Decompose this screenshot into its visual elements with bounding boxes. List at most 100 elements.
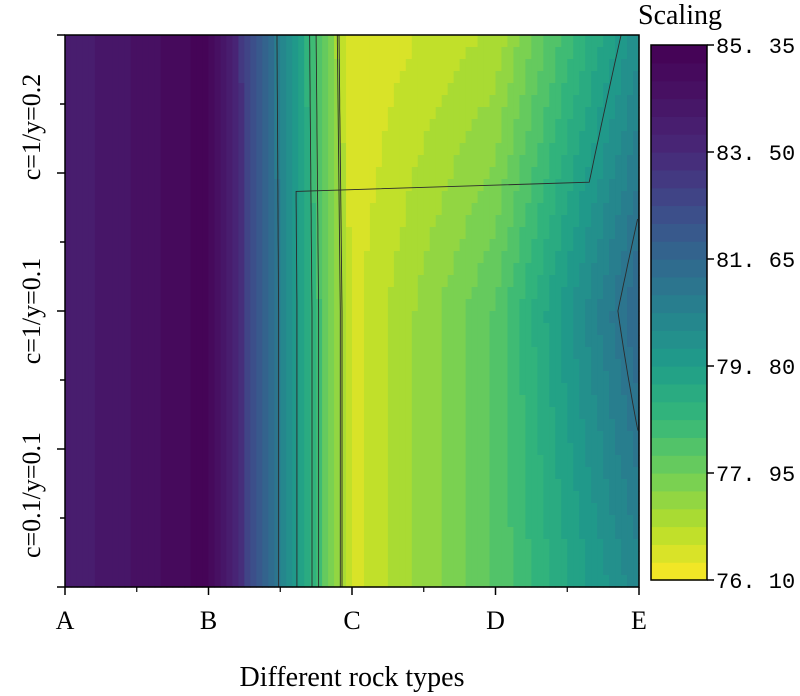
heatmap-cell (591, 395, 598, 408)
heatmap-cell (184, 515, 192, 528)
heatmap-cell (393, 287, 401, 300)
heatmap-cell (190, 515, 198, 528)
heatmap-cell (579, 479, 586, 492)
heatmap-cell (543, 443, 550, 456)
heatmap-cell (76, 131, 84, 144)
heatmap-cell (244, 263, 251, 276)
heatmap-cell (627, 191, 634, 204)
heatmap-cell (274, 539, 281, 552)
heatmap-cell (525, 47, 532, 60)
heatmap-cell (399, 107, 407, 120)
heatmap-cell (393, 383, 401, 396)
heatmap-cell (124, 311, 132, 324)
heatmap-cell (352, 395, 359, 408)
heatmap-cell (627, 335, 634, 348)
heatmap-cell (363, 95, 371, 108)
heatmap-cell (525, 467, 532, 480)
heatmap-cell (537, 155, 544, 168)
heatmap-cell (232, 503, 239, 516)
heatmap-cell (429, 335, 437, 348)
heatmap-cell (561, 83, 568, 96)
heatmap-cell (411, 275, 419, 288)
heatmap-cell (298, 179, 305, 192)
heatmap-cell (316, 515, 323, 528)
heatmap-cell (154, 155, 162, 168)
heatmap-cell (459, 515, 467, 528)
heatmap-cell (262, 419, 269, 432)
heatmap-cell (621, 47, 628, 60)
heatmap-cell (172, 455, 180, 468)
heatmap-cell (322, 479, 329, 492)
heatmap-cell (603, 143, 610, 156)
heatmap-cell (567, 167, 574, 180)
heatmap-cell (375, 47, 383, 60)
heatmap-cell (70, 227, 78, 240)
heatmap-cell (184, 371, 192, 384)
heatmap-cell (621, 71, 628, 84)
heatmap-cell (268, 563, 275, 576)
heatmap-cell (148, 455, 156, 468)
heatmap-cell (567, 143, 574, 156)
heatmap-cell (507, 539, 515, 552)
heatmap-cell (621, 395, 628, 408)
heatmap-cell (435, 323, 443, 336)
heatmap-cell (357, 395, 365, 408)
heatmap-cell (94, 455, 102, 468)
heatmap-cell (202, 71, 210, 84)
heatmap-cell (441, 251, 449, 264)
heatmap-cell (417, 179, 425, 192)
heatmap-cell (298, 35, 305, 48)
heatmap-cell (310, 227, 317, 240)
heatmap-cell (591, 371, 598, 384)
heatmap-cell (423, 227, 431, 240)
heatmap-cell (208, 251, 216, 264)
heatmap-cell (70, 335, 78, 348)
heatmap-cell (393, 455, 401, 468)
heatmap-cell (274, 383, 281, 396)
heatmap-cell (483, 275, 491, 288)
heatmap-cell (202, 467, 210, 480)
heatmap-cell (483, 539, 491, 552)
heatmap-cell (226, 251, 234, 264)
heatmap-cell (250, 539, 257, 552)
heatmap-cell (633, 563, 640, 576)
heatmap-cell (609, 563, 616, 576)
heatmap-cell (274, 215, 281, 228)
heatmap-cell (88, 407, 96, 420)
heatmap-cell (477, 95, 485, 108)
heatmap-cell (555, 563, 562, 576)
heatmap-cell (579, 443, 586, 456)
heatmap-cell (214, 347, 222, 360)
heatmap-cell (88, 179, 96, 192)
heatmap-cell (543, 323, 550, 336)
heatmap-cell (130, 503, 138, 516)
heatmap-cell (579, 215, 586, 228)
heatmap-cell (76, 239, 84, 252)
heatmap-cell (208, 143, 216, 156)
heatmap-cell (166, 167, 174, 180)
heatmap-cell (214, 167, 222, 180)
heatmap-cell (208, 239, 216, 252)
heatmap-cell (621, 443, 628, 456)
heatmap-cell (549, 455, 556, 468)
colorbar-band (651, 419, 707, 438)
heatmap-cell (531, 323, 538, 336)
heatmap-cell (453, 323, 461, 336)
heatmap-cell (393, 443, 401, 456)
heatmap-cell (226, 119, 234, 132)
heatmap-cell (375, 431, 383, 444)
heatmap-cell (118, 263, 126, 276)
heatmap-cell (489, 83, 497, 96)
heatmap-cell (280, 155, 287, 168)
heatmap-cell (100, 383, 108, 396)
heatmap-cell (501, 323, 509, 336)
heatmap-cell (136, 227, 144, 240)
colorbar-band (651, 508, 707, 528)
heatmap-cell (238, 371, 245, 384)
heatmap-cell (154, 359, 162, 372)
heatmap-cell (352, 71, 359, 84)
heatmap-cell (471, 323, 479, 336)
heatmap-cell (591, 443, 598, 456)
heatmap-cell (346, 479, 353, 492)
heatmap-cell (447, 431, 455, 444)
